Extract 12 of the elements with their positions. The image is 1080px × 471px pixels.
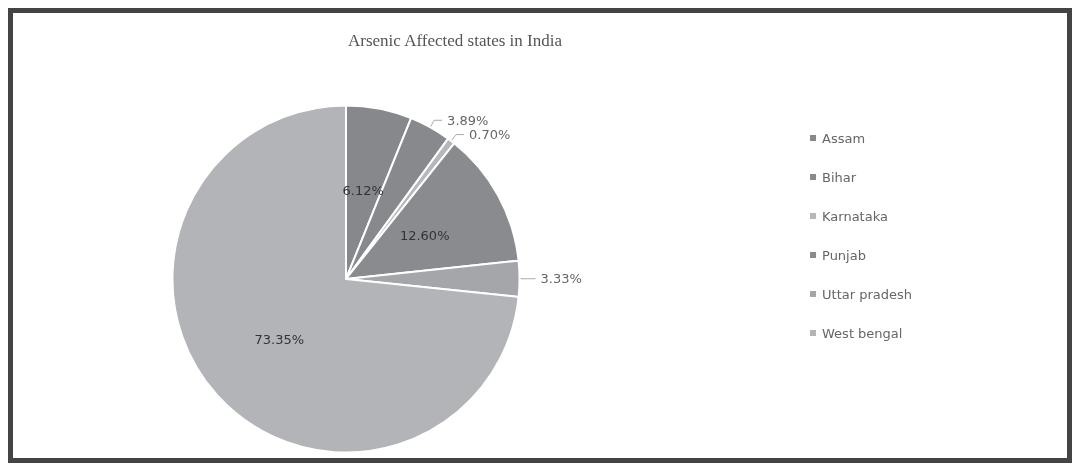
legend-label: Punjab	[822, 247, 866, 263]
data-label: 12.60%	[399, 228, 450, 244]
legend-label: Uttar pradesh	[822, 286, 913, 302]
data-label: 73.35%	[254, 331, 305, 347]
data-label: 3.33%	[540, 271, 582, 287]
chart-title: Arsenic Affected states in India	[348, 31, 563, 50]
data-label: 0.70%	[469, 127, 511, 143]
data-label: 3.89%	[447, 112, 489, 128]
legend-label: Assam	[822, 130, 866, 146]
legend-label: Karnataka	[822, 208, 888, 224]
legend-label: Bihar	[822, 169, 857, 185]
legend-label: West bengal	[822, 325, 903, 341]
